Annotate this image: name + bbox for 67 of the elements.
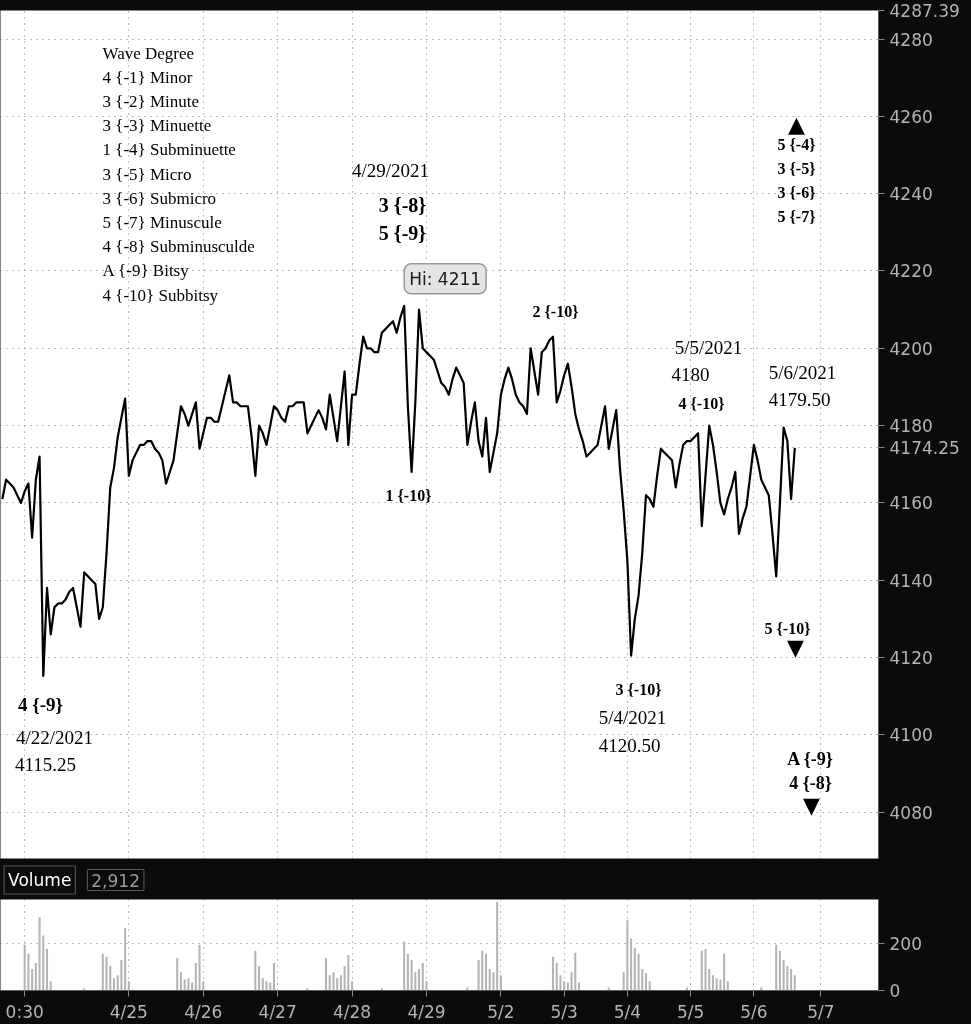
y-tick-label: 4280 [889, 29, 933, 50]
y-tick-label: 4100 [889, 725, 933, 746]
x-tick-label: 4/27 [258, 1001, 297, 1022]
y-tick-label: 4260 [889, 106, 933, 127]
annotation: 4 {-8} Subminusculde [102, 237, 255, 257]
x-tick-label: 5/6 [740, 1001, 768, 1022]
annotation: 4/22/2021 [15, 726, 94, 748]
annotation: 5 {-7} Minuscule [102, 213, 222, 232]
x-tick-label: 0:30 [5, 1001, 44, 1022]
x-tick-label: 4/26 [184, 1001, 223, 1022]
x-tick-label: 5/7 [807, 1001, 835, 1022]
annotation: 3 {-6} [777, 183, 816, 201]
chart-title: Volume [8, 870, 72, 890]
y-tick-label: 4160 [889, 493, 933, 514]
annotation: 5/4/2021 [598, 706, 667, 728]
y-tick-label: 4180 [889, 416, 933, 437]
annotation: ▼ [803, 792, 821, 818]
data-label: Hi: 4211 [409, 268, 482, 289]
y-tick-label: 0 [889, 981, 901, 1001]
annotation: 4 {-10} Subbitsy [102, 285, 219, 305]
annotation: 4 {-8} [789, 773, 832, 794]
x-tick-label: 5/3 [550, 1001, 578, 1022]
annotation: ▲ [788, 111, 806, 137]
annotation: ▼ [787, 634, 805, 660]
annotation: 5 {-7} [777, 207, 816, 225]
annotation: A {-9} Bitsy [102, 261, 190, 281]
annotation: 4115.25 [14, 753, 77, 775]
annotation: 4 {-9} [17, 693, 64, 715]
annotation: 5 {-9} [378, 222, 427, 245]
annotation: 3 {-8} [378, 194, 427, 217]
annotation: 1 {-10} [385, 486, 432, 504]
y-tick-label: 200 [889, 933, 922, 954]
y-tick-label: 4220 [889, 261, 933, 282]
x-tick-label: 5/2 [487, 1001, 515, 1022]
annotation: 4 {-10} [678, 394, 725, 412]
x-tick-label: 4/25 [109, 1001, 148, 1022]
y-tick-label: 4240 [889, 184, 933, 205]
y-tick-label: 4140 [889, 570, 933, 591]
x-tick-label: 4/28 [332, 1001, 372, 1022]
annotation: 4/29/2021 [351, 159, 430, 181]
annotation: 5/6/2021 [768, 361, 837, 383]
annotation: 4179.50 [768, 388, 831, 410]
y-tick-label: 4080 [889, 802, 933, 823]
x-tick-label: 5/5 [676, 1001, 705, 1022]
annotation: 4120.50 [598, 734, 661, 756]
annotation: 3 {-10} [615, 680, 662, 698]
y-tick-label: 4287.39 [889, 1, 960, 21]
annotation: 5/5/2021 [674, 336, 743, 358]
annotation: A {-9} [787, 749, 833, 770]
x-tick-label: 4/29 [407, 1001, 446, 1022]
y-tick-label: 4174.25 [889, 438, 960, 459]
annotation: 3 {-5} [777, 159, 816, 177]
annotation: 4 {-1} Minor [102, 67, 193, 87]
y-tick-label: 4200 [889, 338, 933, 359]
annotation: 5 {-10} [764, 619, 811, 637]
annotation: 3 {-6} Submicro [102, 188, 217, 208]
y-tick-label: 4120 [889, 648, 933, 669]
annotation: 3 {-5} Micro [102, 164, 192, 184]
annotation: 4180 [671, 363, 710, 385]
annotation: 3 {-2} Minute [102, 92, 200, 111]
annotation: 1 {-4} Subminuette [102, 140, 236, 160]
annotation: 2 {-10} [532, 302, 579, 320]
annotation: 5 {-4} [777, 135, 816, 153]
annotation: Wave Degree [102, 43, 195, 63]
chart-subtitle: 2,912 [91, 870, 140, 891]
annotation: 3 {-3} Minuette [102, 116, 212, 136]
x-tick-label: 5/4 [613, 1001, 642, 1022]
